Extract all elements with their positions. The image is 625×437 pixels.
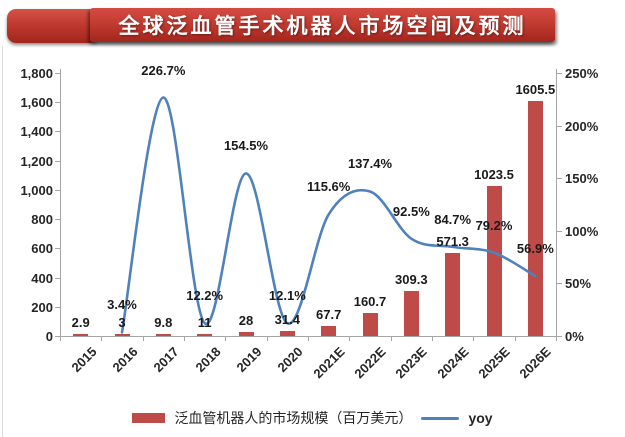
y-axis-left-tick-label: 600 <box>31 241 53 257</box>
y-axis-left-tick-label: 400 <box>31 270 53 286</box>
y-axis-left-tick <box>55 336 60 337</box>
y-axis-left-tick-label: 200 <box>31 299 53 315</box>
bar-2017 <box>155 334 171 336</box>
x-axis-boundary-tick <box>390 337 392 341</box>
bar-value-label: 160.7 <box>353 293 387 309</box>
y-axis-left-line <box>60 69 61 337</box>
bar-value-label: 11 <box>197 315 212 330</box>
bar-value-label: 2.9 <box>71 315 90 330</box>
bar-2021E <box>321 326 337 336</box>
page-left-border <box>2 46 3 437</box>
bar-2016 <box>114 334 130 336</box>
y-axis-right-tick-label: 100% <box>565 223 599 239</box>
yoy-value-label: 137.4% <box>347 156 393 172</box>
bar-2026E <box>527 101 543 336</box>
bar-2023E <box>403 290 419 336</box>
y-axis-right-tick-label: 250% <box>565 66 599 81</box>
bar-2024E <box>445 252 461 336</box>
bar-2022E <box>362 312 378 336</box>
x-axis-boundary-tick <box>432 337 433 341</box>
y-axis-right-tick <box>557 336 562 337</box>
x-axis-boundary-tick <box>184 337 185 341</box>
bar-2025E <box>486 186 502 336</box>
legend-bar-label: 泛血管机器人的市场规模（百万美元） <box>174 410 413 426</box>
y-axis-left-tick <box>55 131 60 133</box>
y-axis-left-tick-label: 1,600 <box>20 95 53 111</box>
x-axis-line <box>60 336 557 337</box>
y-axis-left-tick-label: 1,200 <box>20 153 53 169</box>
bar-2018 <box>197 334 213 336</box>
y-axis-right-tick-label: 150% <box>565 171 599 187</box>
y-axis-right-tick-label: 200% <box>565 118 599 134</box>
x-axis-boundary-tick <box>514 337 516 341</box>
x-axis-boundary-tick <box>473 337 475 341</box>
y-axis-left-tick <box>55 102 60 104</box>
yoy-value-label: 115.6% <box>306 179 351 195</box>
yoy-value-label: 3.4% <box>107 297 137 313</box>
y-axis-right-tick <box>557 73 562 74</box>
yoy-value-label: 12.2% <box>186 288 224 304</box>
bar-2020 <box>279 331 295 336</box>
bar-value-label: 1605.5 <box>515 82 556 98</box>
x-axis-boundary-tick <box>142 337 144 341</box>
y-axis-right-line <box>556 69 557 337</box>
y-axis-left-tick <box>55 306 60 308</box>
x-axis-boundary-tick <box>349 337 351 341</box>
bar-2015 <box>73 334 89 336</box>
y-axis-left-tick <box>55 248 60 250</box>
y-axis-left-tick <box>55 277 60 279</box>
y-axis-right-tick <box>557 230 562 232</box>
yoy-line <box>120 96 537 334</box>
bar-value-label: 28 <box>238 312 254 328</box>
bar-2019 <box>238 331 254 336</box>
bar-value-label: 1023.5 <box>474 167 514 183</box>
bar-value-label: 309.3 <box>395 271 428 287</box>
yoy-value-label: 12.1% <box>268 288 306 304</box>
bar-value-label: 31.4 <box>274 312 300 328</box>
bar-value-label: 9.8 <box>154 315 173 330</box>
y-axis-left-tick <box>55 73 60 74</box>
y-axis-right-tick-label: 0% <box>565 329 584 344</box>
yoy-value-label: 154.5% <box>223 138 269 154</box>
y-axis-left-tick-label: 1,000 <box>20 182 53 198</box>
chart-title: 全球泛血管手术机器人市场空间及预测 <box>118 15 527 38</box>
x-axis-boundary-tick <box>225 337 227 341</box>
decorative-red-tab <box>7 9 99 43</box>
y-axis-left-tick-label: 0 <box>45 329 53 344</box>
bar-value-label: 67.7 <box>316 307 342 323</box>
bar-value-label: 3 <box>118 315 126 330</box>
legend: 泛血管机器人的市场规模（百万美元） yoy <box>0 406 625 430</box>
y-axis-left-tick-label: 1,400 <box>20 124 53 140</box>
chart-title-banner: 全球泛血管手术机器人市场空间及预测 <box>90 8 555 42</box>
y-axis-right-tick <box>557 283 562 285</box>
y-axis-left-tick-label: 800 <box>31 212 53 228</box>
x-axis-boundary-tick <box>308 337 309 341</box>
x-axis-boundary-tick <box>266 337 268 341</box>
legend-line-swatch <box>421 416 460 420</box>
yoy-value-label: 84.7% <box>434 211 472 227</box>
y-axis-left-tick-label: 1,800 <box>20 66 53 81</box>
y-axis-right-tick <box>557 125 562 127</box>
yoy-value-label: 92.5% <box>392 203 430 219</box>
legend-line-label: yoy <box>468 410 493 426</box>
x-axis-boundary-tick <box>101 337 103 341</box>
legend-bar-swatch <box>132 413 166 423</box>
yoy-value-label: 56.9% <box>516 241 554 257</box>
x-axis-boundary-tick <box>556 337 557 341</box>
yoy-value-label: 226.7% <box>141 62 186 78</box>
y-axis-left-tick <box>55 219 60 221</box>
y-axis-right-tick <box>557 178 562 180</box>
yoy-value-label: 79.2% <box>475 217 513 233</box>
y-axis-left-tick <box>55 160 60 162</box>
x-axis-boundary-tick <box>60 337 61 341</box>
bar-value-label: 571.3 <box>436 233 469 249</box>
y-axis-left-tick <box>55 189 60 191</box>
y-axis-right-tick-label: 50% <box>565 276 592 292</box>
